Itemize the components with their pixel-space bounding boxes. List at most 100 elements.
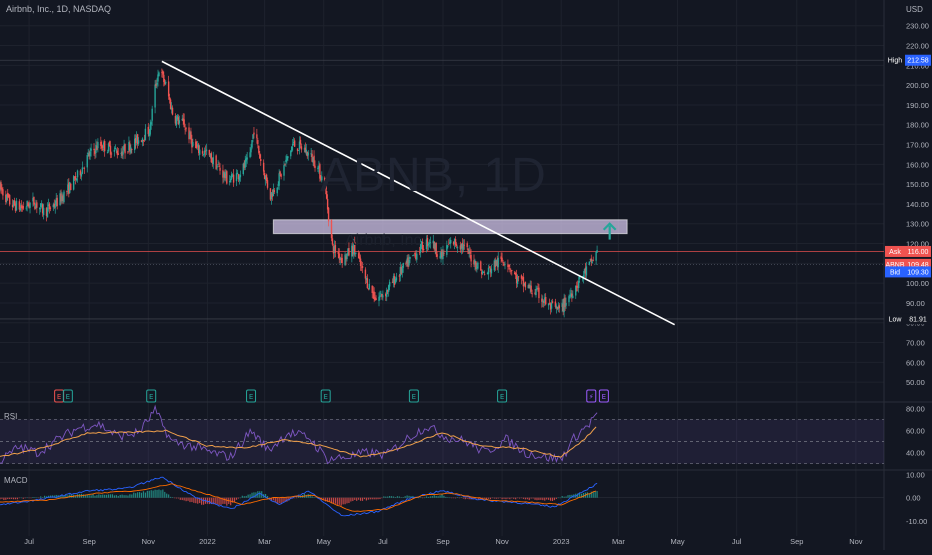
candle <box>385 292 387 301</box>
candle <box>590 254 592 267</box>
candle-body <box>361 265 364 269</box>
macd-histogram-bar <box>9 497 11 500</box>
candle-body <box>592 259 594 261</box>
earnings-icon[interactable]: E <box>598 389 609 403</box>
candle <box>516 274 519 288</box>
macd-histogram-bar <box>84 495 86 498</box>
candle <box>407 253 409 270</box>
candle <box>468 245 470 258</box>
macd-histogram-bar <box>82 494 84 498</box>
macd-histogram-bar <box>123 495 125 498</box>
candle <box>226 170 228 185</box>
price-axis-tick: 120.00 <box>906 240 929 249</box>
flash-icon[interactable]: ⚡ <box>586 389 597 403</box>
candle <box>475 261 477 272</box>
candle-body <box>379 295 381 298</box>
candle-body <box>217 164 219 166</box>
earnings-icon[interactable]: E <box>320 389 331 403</box>
candle-body <box>208 149 211 156</box>
macd-pane-title[interactable]: MACD <box>4 476 28 485</box>
earnings-icon[interactable]: E <box>246 389 257 403</box>
candle-body <box>257 140 259 145</box>
candle <box>576 281 578 292</box>
candle-body <box>534 292 536 295</box>
candle <box>372 286 374 299</box>
candle <box>388 279 391 291</box>
candle <box>205 143 208 156</box>
candle-body <box>462 244 465 250</box>
macd-histogram-bar <box>487 497 490 499</box>
candle-body <box>144 128 147 141</box>
candle <box>476 262 478 273</box>
candle <box>433 241 435 252</box>
candle-body <box>143 139 146 141</box>
candle <box>147 123 150 137</box>
candle <box>455 242 458 249</box>
macd-histogram-bar <box>11 497 13 499</box>
candle <box>140 139 143 143</box>
macd-histogram-bar <box>185 497 187 502</box>
candle-body <box>270 192 273 200</box>
candle <box>435 242 437 258</box>
candle-body <box>198 149 201 155</box>
symbol-title[interactable]: Airbnb, Inc., 1D, NASDAQ <box>6 4 112 14</box>
macd-histogram-bar <box>284 497 286 502</box>
candle-body <box>327 207 330 222</box>
candle <box>577 276 580 293</box>
macd-histogram-bar <box>511 497 513 499</box>
macd-histogram-bar <box>420 497 422 498</box>
candle <box>181 114 183 121</box>
candle <box>575 285 577 299</box>
earnings-icon[interactable]: E <box>146 389 157 403</box>
time-axis: Jul Sep Nov 2022 Mar May Jul Sep Nov 2023 Mar May Ju… <box>24 537 863 546</box>
candle-body <box>572 295 574 299</box>
candle <box>235 169 238 187</box>
candle-body <box>284 163 286 165</box>
earnings-icon[interactable]: E <box>408 389 419 403</box>
candle-body <box>481 271 483 275</box>
candle <box>277 181 279 190</box>
candle <box>563 293 565 318</box>
candle-body <box>450 240 452 244</box>
candle <box>117 148 119 156</box>
candle-body <box>514 273 517 275</box>
candle <box>204 145 207 157</box>
macd-histogram-bar <box>375 497 377 500</box>
candle <box>29 202 31 214</box>
candle <box>175 114 178 128</box>
macd-histogram-bar <box>449 497 451 499</box>
earnings-icon[interactable]: E <box>497 389 508 403</box>
earnings-icon[interactable]: E <box>62 389 73 403</box>
candle <box>95 139 97 158</box>
rsi-pane-title[interactable]: RSI <box>4 412 18 421</box>
candle-body <box>340 258 342 260</box>
candle-body <box>428 243 431 244</box>
candle <box>562 298 564 316</box>
macd-histogram-bar <box>526 497 528 500</box>
candle-body <box>13 200 16 206</box>
candle <box>230 171 233 180</box>
earnings-icon[interactable]: E <box>54 389 65 403</box>
candle <box>60 189 62 205</box>
candle <box>414 252 416 258</box>
candle <box>170 102 173 114</box>
candle-body <box>523 283 526 286</box>
candle-body <box>422 248 425 251</box>
macd-histogram-bar <box>18 497 20 499</box>
candle <box>500 252 502 263</box>
candle-body <box>244 160 246 168</box>
candle <box>291 146 293 153</box>
candle <box>148 129 150 141</box>
candle-body <box>263 172 266 179</box>
macd-histogram-bar <box>427 496 430 498</box>
candle-body <box>283 165 285 176</box>
candle <box>167 75 170 100</box>
candle-body <box>326 198 329 210</box>
candle <box>318 160 320 174</box>
candle-body <box>426 237 429 247</box>
ask-price-tag-value-box <box>905 245 931 257</box>
macd-histogram-bar <box>464 497 466 500</box>
candle-body <box>413 254 415 256</box>
